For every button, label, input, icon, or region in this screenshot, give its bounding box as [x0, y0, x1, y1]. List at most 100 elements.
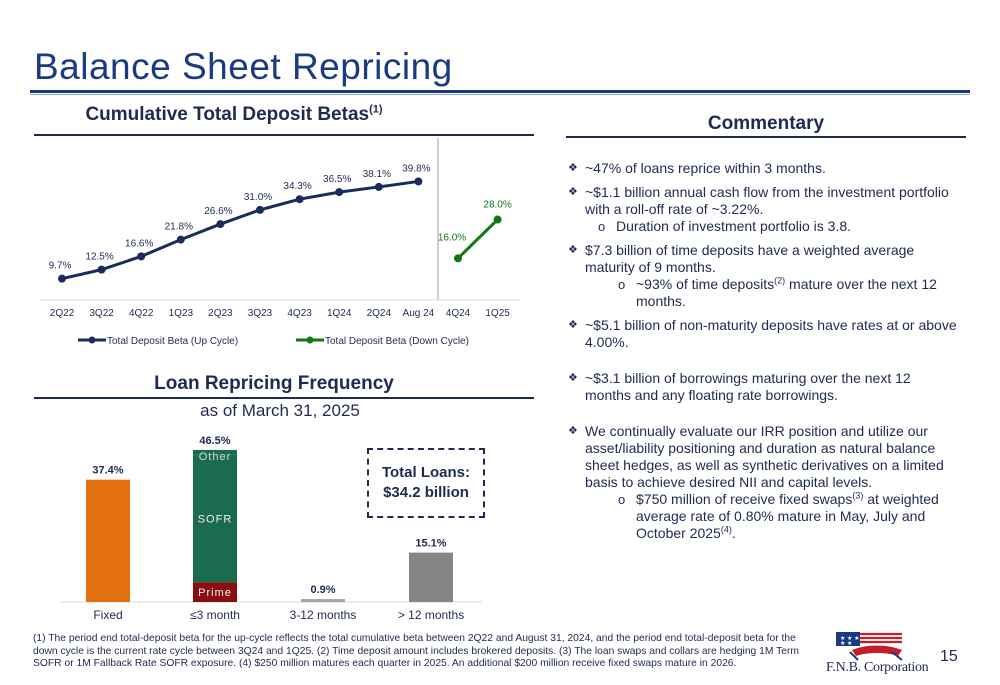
commentary-bullet: ❖ We continually evaluate our IRR positi… — [568, 423, 958, 542]
commentary-sub-bullet: o ~93% of time deposits(2) mature over t… — [568, 276, 958, 310]
circle-bullet-icon: o — [618, 277, 626, 292]
commentary-list: ❖ ~47% of loans reprice within 3 months.… — [568, 160, 958, 549]
segment-label: Other — [199, 451, 232, 463]
x-tick-label: 1Q23 — [169, 308, 194, 319]
commentary-sub-bullet: o $750 million of receive fixed swaps(3)… — [568, 491, 958, 542]
data-point — [295, 195, 304, 204]
data-label: 36.5% — [323, 174, 351, 185]
x-tick-label: 1Q24 — [327, 308, 352, 319]
commentary-rule — [566, 136, 966, 138]
data-label: 38.1% — [363, 169, 391, 180]
data-label: 39.8% — [402, 163, 430, 174]
segment-label: Prime — [198, 587, 232, 599]
diamond-bullet-icon: ❖ — [568, 244, 578, 256]
series-line — [61, 179, 419, 281]
commentary-sub-text: mature over the next 12 months. — [636, 276, 937, 309]
data-label: 34.3% — [283, 181, 311, 192]
deposit-betas-heading-text: Cumulative Total Deposit Betas — [85, 104, 370, 125]
commentary-text: ~$3.1 billion of borrowings maturing ove… — [585, 370, 911, 403]
bar-segment — [193, 454, 237, 583]
svg-text:★ ★ ★: ★ ★ ★ — [840, 635, 859, 642]
circle-bullet-icon: o — [618, 492, 626, 507]
x-tick-label: 3Q23 — [248, 308, 273, 319]
bar-total-label: 37.4% — [92, 465, 123, 477]
legend-marker — [88, 336, 96, 344]
commentary-heading: Commentary — [707, 113, 825, 134]
bar-segment — [301, 599, 345, 602]
page-title: Balance Sheet Repricing — [34, 46, 453, 87]
bar-total-label: 46.5% — [199, 435, 230, 447]
x-tick-label: 3-12 months — [290, 608, 357, 622]
x-tick-label: Fixed — [93, 608, 122, 622]
commentary-text: ~$1.1 billion annual cash flow from the … — [585, 184, 949, 217]
x-tick-label: 3Q22 — [89, 308, 114, 319]
data-point — [97, 265, 106, 274]
total-loans-label: Total Loans: — [381, 464, 471, 481]
commentary-sub-text: ~93% of time deposits — [636, 276, 775, 292]
data-label: 16.6% — [125, 238, 153, 249]
deposit-beta-chart: 2Q22 3Q22 4Q22 1Q23 2Q23 3Q23 4Q23 1Q24 2Q24 Aug … — [40, 138, 520, 347]
commentary-text: ~47% of loans reprice within 3 months. — [585, 160, 826, 176]
commentary-text: We continually evaluate our IRR position… — [585, 423, 944, 490]
bar-segment — [193, 582, 237, 602]
commentary-sub-text: $750 million of receive fixed swaps — [636, 491, 853, 507]
data-point — [216, 220, 225, 229]
legend-label: Total Deposit Beta (Up Cycle) — [107, 336, 238, 347]
footnote-ref: (4) — [720, 524, 732, 535]
x-tick-label: > 12 months — [398, 608, 464, 622]
diamond-bullet-icon: ❖ — [568, 319, 578, 331]
commentary-bullet: ❖ ~$5.1 billion of non-maturity deposits… — [568, 317, 958, 351]
x-tick-label: 2Q22 — [50, 308, 75, 319]
data-point — [137, 252, 146, 261]
bar-total-label: 15.1% — [415, 538, 446, 550]
x-tick-label: 4Q22 — [129, 308, 154, 319]
commentary-bullet: ❖ ~$1.1 billion annual cash flow from th… — [568, 184, 958, 235]
x-tick-label: Aug 24 — [403, 308, 435, 319]
commentary-sub-text: . — [731, 525, 736, 541]
data-label: 9.7% — [49, 261, 72, 272]
x-tick-label: 2Q24 — [367, 308, 392, 319]
x-tick-label: 1Q25 — [485, 308, 510, 319]
commentary-sub-text: at weighted average rate of 0.80% mature… — [636, 491, 939, 541]
commentary-sub-text: Duration of investment portfolio is 3.8. — [616, 218, 852, 234]
commentary-bullet: ❖ $7.3 billion of time deposits have a w… — [568, 242, 958, 310]
data-label: 21.8% — [165, 222, 193, 233]
legend-label: Total Deposit Beta (Down Cycle) — [325, 336, 469, 347]
diamond-bullet-icon: ❖ — [568, 162, 578, 174]
deposit-betas-rule — [34, 134, 534, 136]
data-point — [374, 182, 383, 191]
commentary-text: $7.3 billion of time deposits have a wei… — [585, 242, 915, 275]
data-label: 26.6% — [204, 206, 232, 217]
legend-marker — [306, 336, 314, 344]
data-point — [414, 177, 423, 186]
footnote-ref: (3) — [852, 490, 864, 501]
loan-repricing-heading: Loan Repricing Frequency — [154, 373, 394, 394]
diamond-bullet-icon: ❖ — [568, 372, 578, 384]
x-tick-label: 4Q23 — [287, 308, 312, 319]
circle-bullet-icon: o — [598, 219, 606, 234]
x-tick-label: ≤3 month — [190, 608, 240, 622]
bar-total-label: 0.9% — [310, 584, 335, 596]
footnote: (1) The period end total-deposit beta fo… — [33, 633, 800, 669]
total-loans-box: Total Loans: $34.2 billion — [367, 448, 485, 518]
data-label: 28.0% — [483, 200, 511, 211]
bar-segment — [86, 479, 130, 602]
fnb-logo-icon: ★ ★ ★ ★ ★ — [836, 632, 903, 661]
footnote-ref: (2) — [774, 275, 786, 286]
title-rule-thin — [30, 94, 970, 95]
data-point — [335, 188, 344, 197]
commentary-bullet: ❖ ~47% of loans reprice within 3 months. — [568, 160, 958, 177]
segment-label: SOFR — [198, 514, 233, 526]
loan-repricing-chart: 37.4% Fixed Prime SOFR Other 46.5% ≤3 month 0.9… — [60, 435, 482, 622]
loan-repricing-rule — [34, 397, 534, 399]
bar-segment — [409, 552, 453, 602]
svg-text:★ ★: ★ ★ — [840, 640, 852, 647]
data-point — [176, 235, 185, 244]
total-loans-value: $34.2 billion — [383, 484, 469, 501]
loan-repricing-subtitle: as of March 31, 2025 — [200, 401, 360, 420]
data-label: 12.5% — [85, 252, 113, 263]
series-line — [456, 218, 499, 260]
x-tick-label: 4Q24 — [446, 308, 471, 319]
data-label: 31.0% — [244, 192, 272, 203]
commentary-sub-bullet: o Duration of investment portfolio is 3.… — [568, 218, 958, 235]
